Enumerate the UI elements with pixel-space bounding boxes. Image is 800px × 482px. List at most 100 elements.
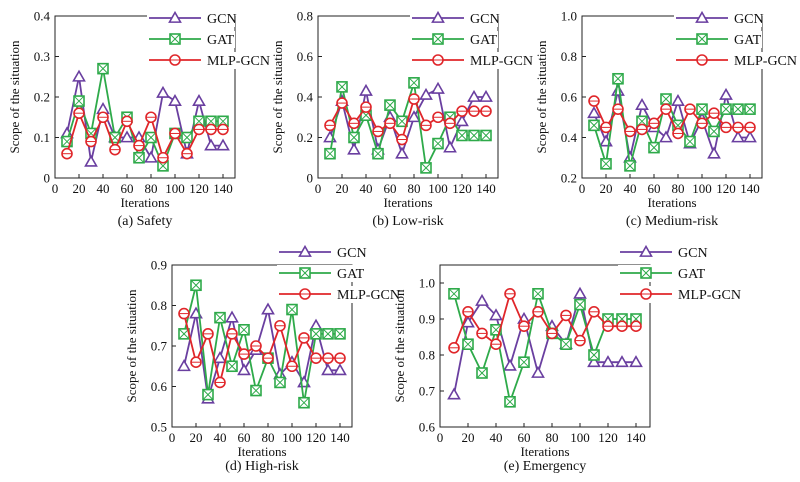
data-point-mlp-gcn [720,121,732,134]
y-tick-label: 0.8 [151,298,167,313]
data-point-mlp-gcn [560,309,572,322]
data-point-gat [274,376,286,389]
data-point-gcn [192,93,206,106]
legend: GCN GAT MLP-GCN [674,10,797,69]
y-tick-label: 0.1 [34,130,50,145]
data-point-gcn [601,355,615,368]
data-point-gcn [503,358,517,371]
x-tick-label: 20 [336,181,349,196]
data-point-mlp-gcn [546,327,558,340]
data-point-gat [588,349,600,361]
legend-label-mlp-gcn: MLP-GCN [337,288,400,303]
data-point-mlp-gcn [448,341,460,354]
data-point-gcn [743,130,757,143]
data-point-mlp-gcn [324,119,336,132]
legend-marker-gat [432,33,444,45]
data-point-mlp-gcn [660,103,672,115]
legend-marker-gat [696,33,708,45]
data-point-mlp-gcn [360,101,372,113]
data-point-gcn [443,140,457,153]
data-point-mlp-gcn [97,111,109,124]
data-point-gcn [455,114,469,127]
data-point-mlp-gcn [193,123,205,136]
data-point-mlp-gcn [574,334,586,347]
y-tick-label: 0.6 [297,49,314,64]
x-tick-label: 100 [165,181,185,196]
legend-marker-gcn [639,244,653,257]
data-point-gcn [479,89,493,102]
data-point-gcn [731,130,745,143]
data-point-mlp-gcn [85,135,97,148]
y-tick-label: 0.2 [561,171,577,186]
y-tick-label: 0 [307,171,314,186]
legend-marker-gcn [695,10,709,23]
data-point-gcn [395,146,409,159]
data-point-mlp-gcn [178,307,190,320]
chart-panel-5: 0 20 40 60 80 100 120 140 0.6 0.7 0.8 0.9 1.0 Iterati… [392,244,741,474]
data-point-gat [250,384,262,397]
x-tick-label: 60 [384,181,397,196]
series-line-gat [183,285,340,403]
data-point-gcn [216,138,230,151]
legend-marker-gat [299,267,311,279]
data-point-mlp-gcn [121,115,133,128]
x-tick-label: 0 [169,430,176,445]
data-point-mlp-gcn [444,117,456,130]
data-point-gat [468,129,480,142]
x-tick-label: 140 [330,430,350,445]
data-point-gcn [407,110,421,123]
y-tick-label: 0.6 [419,420,436,435]
y-tick-label: 0 [44,171,51,186]
legend-label-gcn: GCN [678,246,708,261]
data-point-mlp-gcn [396,133,408,146]
legend-label-gcn: GCN [734,12,764,27]
data-point-gat [696,103,708,115]
data-point-mlp-gcn [612,103,624,115]
data-point-gcn [359,83,373,96]
y-axis-label: Scope of the situation [7,40,22,154]
x-tick-label: 100 [282,430,302,445]
data-point-mlp-gcn [322,352,334,364]
y-axis-label: Scope of the situation [124,289,139,403]
x-tick-label: 140 [476,181,496,196]
chart-caption: (e) Emergency [504,459,587,474]
data-point-gat [286,303,298,316]
legend-marker-gcn [431,10,445,23]
legend-marker-mlp-gcn [169,54,181,66]
data-point-gcn [261,302,275,315]
data-point-mlp-gcn [238,348,250,360]
data-point-gcn [707,146,721,159]
data-point-gcn [144,150,158,163]
data-point-mlp-gcn [420,119,432,132]
data-point-gcn [587,355,601,368]
data-point-gat [624,160,636,172]
data-point-gat [408,77,420,89]
x-tick-label: 100 [692,181,712,196]
data-point-gcn [204,138,218,151]
x-tick-label: 20 [600,181,613,196]
data-point-gat [97,62,109,75]
legend-label-mlp-gcn: MLP-GCN [678,288,741,303]
data-point-gat [334,328,346,340]
data-point-gat [238,323,250,336]
data-point-gcn [671,93,685,106]
data-point-gat [480,129,492,142]
data-point-gcn [431,81,445,94]
data-point-gcn [120,130,134,143]
x-axis-label: Iterations [383,195,432,210]
y-tick-label: 0.4 [297,90,314,105]
data-point-gat [560,338,572,351]
data-point-gat [202,388,214,401]
chart-panel-3: 0 20 40 60 80 100 120 140 0.2 0.4 0.6 0.8 1.0 Iterati… [534,9,797,230]
legend-marker-mlp-gcn [299,288,311,300]
y-tick-label: 0.2 [34,90,50,105]
data-point-gcn [461,315,475,328]
data-point-gat [588,119,600,132]
data-point-mlp-gcn [616,320,628,333]
data-point-mlp-gcn [600,121,612,134]
legend-marker-mlp-gcn [640,288,652,300]
legend-label-gat: GAT [734,33,762,48]
x-tick-label: 40 [214,430,227,445]
chart-caption: (d) High-risk [225,459,299,474]
plot-frame [439,264,651,428]
